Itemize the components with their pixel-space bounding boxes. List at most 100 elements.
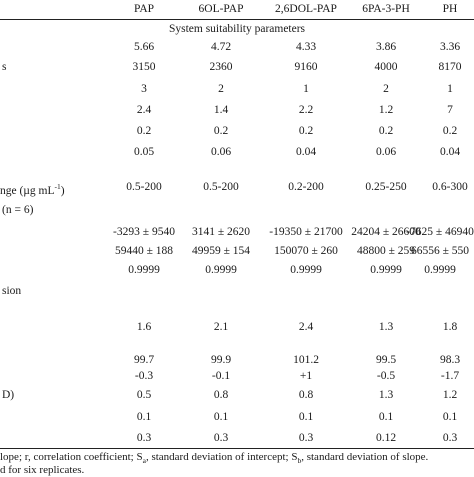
cell-value: 5.66	[133, 41, 155, 53]
cell-value: -19350 ± 21700	[269, 226, 343, 238]
cell-value: +1	[299, 370, 313, 382]
cell-value: 1.3	[378, 321, 394, 333]
cell-value: 0.1	[136, 411, 152, 423]
cell-value: 2.4	[298, 321, 314, 333]
cell-value: 0.9999	[424, 264, 456, 276]
cell-value: -0.5	[376, 370, 396, 382]
table-row-n: (n = 6)	[0, 200, 474, 220]
cell-value: 49959 ± 154	[191, 245, 251, 257]
cell-value: 0.8	[298, 389, 314, 401]
col-header-6ol-pap: 6OL-PAP	[198, 3, 244, 15]
cell-value: 1.2	[442, 389, 458, 401]
cell-value: 2	[218, 83, 224, 95]
cell-value: 150070 ± 260	[274, 245, 338, 257]
cell-value: 0.2	[442, 125, 458, 137]
table-row: 0.9999 0.9999 0.9999 0.9999 0.9999	[0, 260, 474, 280]
table-row: D) 0.5 0.8 0.8 1.3 1.2	[0, 385, 474, 405]
cell-value: 98.3	[439, 354, 461, 366]
cell-value: 2360	[209, 61, 233, 73]
row-label: s	[2, 61, 7, 73]
cell-value: 7	[447, 104, 453, 116]
cell-value: 99.9	[210, 354, 232, 366]
row-label-range: nge (µg mL-1)	[0, 182, 65, 197]
cell-value: 0.1	[378, 411, 394, 423]
cell-value: 0.2	[298, 125, 314, 137]
cell-value: 2.1	[213, 321, 229, 333]
col-header-6pa-3-ph: 6PA-3-PH	[362, 3, 410, 15]
col-header-pap: PAP	[133, 3, 155, 15]
cell-value: 8170	[438, 61, 462, 73]
cell-value: 0.06	[375, 146, 397, 158]
cell-value: -7625 ± 46940	[406, 226, 474, 238]
row-label: (n = 6)	[2, 204, 34, 216]
cell-value: 24204 ± 26600	[351, 226, 421, 238]
cell-value: 1.4	[213, 104, 229, 116]
cell-value: 1.8	[442, 321, 458, 333]
cell-value: 2.2	[298, 104, 314, 116]
cell-value: 0.2	[378, 125, 394, 137]
cell-value: 3.86	[375, 41, 397, 53]
section-title: System suitability parameters	[168, 23, 306, 35]
table-row: s 3150 2360 9160 4000 8170	[0, 57, 474, 77]
cell-value: -1.7	[440, 370, 460, 382]
table-row: 0.2 0.2 0.2 0.2 0.2	[0, 121, 474, 141]
cell-value: 0.8	[213, 389, 229, 401]
cell-value: 4.72	[210, 41, 232, 53]
cell-value: 1.6	[136, 321, 152, 333]
table-row: 0.05 0.06 0.04 0.06 0.04	[0, 142, 474, 162]
table-row: 1.6 2.1 2.4 1.3 1.8	[0, 317, 474, 337]
cell-value: 0.2-200	[288, 181, 324, 193]
cell-value: 99.7	[133, 354, 155, 366]
cell-value: 0.3	[298, 432, 314, 444]
table-row: 2.4 1.4 2.2 1.2 7	[0, 100, 474, 120]
table-row: -0.3 -0.1 +1 -0.5 -1.7	[0, 366, 474, 386]
cell-value: 0.1	[442, 411, 458, 423]
cell-value: 59440 ± 188	[114, 245, 174, 257]
footer-rule	[0, 448, 474, 449]
cell-value: 48800 ± 259	[356, 245, 416, 257]
cell-value: 0.1	[298, 411, 314, 423]
cell-value: 0.06	[210, 146, 232, 158]
cell-value: 4000	[374, 61, 398, 73]
cell-value: 0.2	[136, 125, 152, 137]
footnote-1: lope; r, correlation coefficient; Sa, st…	[0, 451, 429, 466]
cell-value: -0.1	[211, 370, 231, 382]
cell-value: -3293 ± 9540	[113, 226, 175, 238]
table-row: 59440 ± 188 49959 ± 154 150070 ± 260 488…	[0, 241, 474, 261]
row-label: sion	[2, 285, 22, 297]
cell-value: 0.6-300	[432, 181, 468, 193]
cell-value: 2	[383, 83, 389, 95]
table-row: 0.3 0.3 0.3 0.12 0.3	[0, 428, 474, 448]
cell-value: 0.05	[133, 146, 155, 158]
cell-value: 0.9999	[205, 264, 237, 276]
cell-value: 9160	[294, 61, 318, 73]
cell-value: -0.3	[134, 370, 154, 382]
table-row: 5.66 4.72 4.33 3.86 3.36	[0, 37, 474, 57]
cell-value: 3.36	[439, 41, 461, 53]
cell-value: 0.9999	[128, 264, 160, 276]
cell-value: 2.4	[136, 104, 152, 116]
col-header-ph: PH	[442, 3, 458, 15]
cell-value: 0.5	[136, 389, 152, 401]
cell-value: 0.04	[295, 146, 317, 158]
cell-value: 3141 ± 2620	[191, 226, 251, 238]
col-header-26dol-pap: 2,6DOL-PAP	[275, 3, 337, 15]
table-row-precision-label: sion	[0, 281, 474, 301]
cell-value: 0.9999	[370, 264, 402, 276]
table-row-range: nge (µg mL-1) 0.5-200 0.5-200 0.2-200 0.…	[0, 177, 474, 197]
header-rule	[0, 19, 474, 20]
table-row: 99.7 99.9 101.2 99.5 98.3	[0, 350, 474, 370]
cell-value: 0.5-200	[203, 181, 239, 193]
cell-value: 1	[303, 83, 309, 95]
cell-value: 3150	[132, 61, 156, 73]
cell-value: 101.2	[293, 354, 319, 366]
cell-value: 1.2	[378, 104, 394, 116]
cell-value: 0.3	[213, 432, 229, 444]
table-row: 3 2 1 2 1	[0, 79, 474, 99]
cell-value: 0.04	[439, 146, 461, 158]
cell-value: 0.3	[136, 432, 152, 444]
cell-value: 0.1	[213, 411, 229, 423]
row-label: D)	[2, 389, 15, 401]
cell-value: 3	[141, 83, 147, 95]
